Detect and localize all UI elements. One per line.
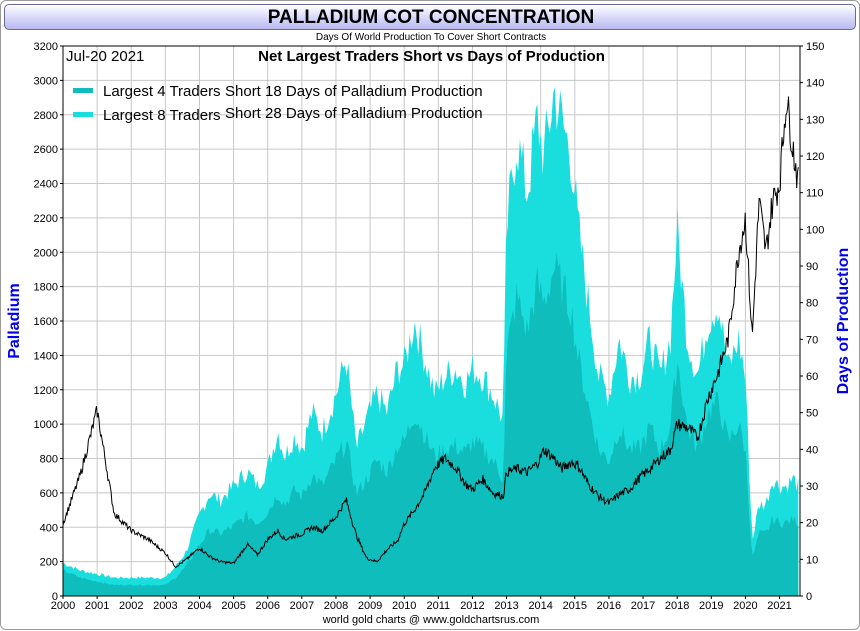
x-tick-label: 2011 xyxy=(426,600,450,612)
plot-title: Net Largest Traders Short vs Days of Pro… xyxy=(258,48,605,65)
y-left-tick-label: 1400 xyxy=(34,350,58,362)
y-left-tick-label: 800 xyxy=(40,454,58,466)
x-tick-label: 2014 xyxy=(528,600,552,612)
y-right-tick-label: 80 xyxy=(806,298,818,310)
y-left-tick-label: 2400 xyxy=(34,179,58,191)
tick-labels: 0200400600800100012001400160018002000220… xyxy=(34,41,825,612)
x-tick-label: 2006 xyxy=(255,600,279,612)
y-right-tick-label: 70 xyxy=(806,334,818,346)
y-right-tick-label: 130 xyxy=(806,114,824,126)
title-bar: PALLADIUM COT CONCENTRATION xyxy=(4,4,856,30)
x-tick-label: 2000 xyxy=(51,600,75,612)
y-right-tick-label: 110 xyxy=(806,188,824,200)
x-tick-label: 2010 xyxy=(392,600,416,612)
y-right-tick-label: 0 xyxy=(806,591,812,603)
x-tick-label: 2017 xyxy=(631,600,655,612)
x-tick-label: 2002 xyxy=(119,600,143,612)
y-right-tick-label: 20 xyxy=(806,518,818,530)
x-tick-label: 2009 xyxy=(358,600,382,612)
x-tick-label: 2001 xyxy=(85,600,109,612)
legend-item-largest-8: Largest 8 Traders xyxy=(73,107,221,124)
y-axis-left-label: Palladium xyxy=(6,283,23,359)
y-left-tick-label: 1000 xyxy=(34,419,58,431)
y-right-tick-label: 120 xyxy=(806,151,824,163)
chart-title: PALLADIUM COT CONCENTRATION xyxy=(267,7,595,28)
series-largest-4-area xyxy=(63,252,799,597)
y-left-tick-label: 3000 xyxy=(34,75,58,87)
y-right-tick-label: 10 xyxy=(806,554,818,566)
x-tick-label: 2019 xyxy=(699,600,723,612)
x-tick-label: 2012 xyxy=(460,600,484,612)
y-right-tick-label: 40 xyxy=(806,444,818,456)
x-tick-label: 2005 xyxy=(221,600,245,612)
legend-label-largest-8: Largest 8 Traders xyxy=(103,107,221,124)
legend-short-largest-8: Short 28 Days of Palladium Production xyxy=(225,105,483,122)
x-tick-label: 2020 xyxy=(733,600,757,612)
y-right-tick-label: 30 xyxy=(806,481,818,493)
x-tick-label: 2007 xyxy=(290,600,314,612)
x-tick-label: 2015 xyxy=(563,600,587,612)
y-right-tick-label: 100 xyxy=(806,224,824,236)
x-tick-label: 2008 xyxy=(324,600,348,612)
axes xyxy=(60,45,803,599)
y-right-tick-label: 50 xyxy=(806,408,818,420)
x-tick-label: 2003 xyxy=(153,600,177,612)
date-label: Jul-20 2021 xyxy=(66,48,145,65)
x-tick-label: 2021 xyxy=(767,600,791,612)
y-right-tick-label: 140 xyxy=(806,78,824,90)
y-left-tick-label: 1200 xyxy=(34,385,58,397)
price-line-layer xyxy=(62,96,799,569)
legend-label-largest-4: Largest 4 Traders xyxy=(103,83,221,100)
legend-item-largest-4: Largest 4 Traders xyxy=(73,83,221,100)
y-left-tick-label: 3200 xyxy=(34,41,58,53)
y-left-tick-label: 200 xyxy=(40,557,58,569)
y-left-tick-label: 600 xyxy=(40,488,58,500)
legend-swatch-largest-8 xyxy=(73,111,93,117)
y-left-tick-label: 1800 xyxy=(34,282,58,294)
x-tick-label: 2013 xyxy=(494,600,518,612)
x-tick-label: 2016 xyxy=(597,600,621,612)
x-tick-label: 2004 xyxy=(187,600,211,612)
y-left-tick-label: 2000 xyxy=(34,247,58,259)
series-palladium-price-line xyxy=(62,96,799,569)
y-left-tick-label: 2600 xyxy=(34,144,58,156)
y-left-tick-label: 2800 xyxy=(34,110,58,122)
x-tick-label: 2018 xyxy=(665,600,689,612)
legend-swatch-largest-4 xyxy=(73,87,93,93)
y-left-tick-label: 1600 xyxy=(34,316,58,328)
y-right-tick-label: 150 xyxy=(806,41,824,53)
y-right-tick-label: 90 xyxy=(806,261,818,273)
y-axis-right-label: Days of Production xyxy=(835,247,852,395)
y-right-tick-label: 60 xyxy=(806,371,818,383)
y-left-tick-label: 400 xyxy=(40,522,58,534)
y-left-tick-label: 2200 xyxy=(34,213,58,225)
footer-credit: world gold charts @ www.goldchartsrus.co… xyxy=(322,614,540,626)
legend-short-largest-4: Short 18 Days of Palladium Production xyxy=(225,83,483,100)
y-left-tick-label: 0 xyxy=(52,591,58,603)
largest-4-area-layer xyxy=(63,252,799,597)
chart-subtitle: Days Of World Production To Cover Short … xyxy=(315,32,547,43)
